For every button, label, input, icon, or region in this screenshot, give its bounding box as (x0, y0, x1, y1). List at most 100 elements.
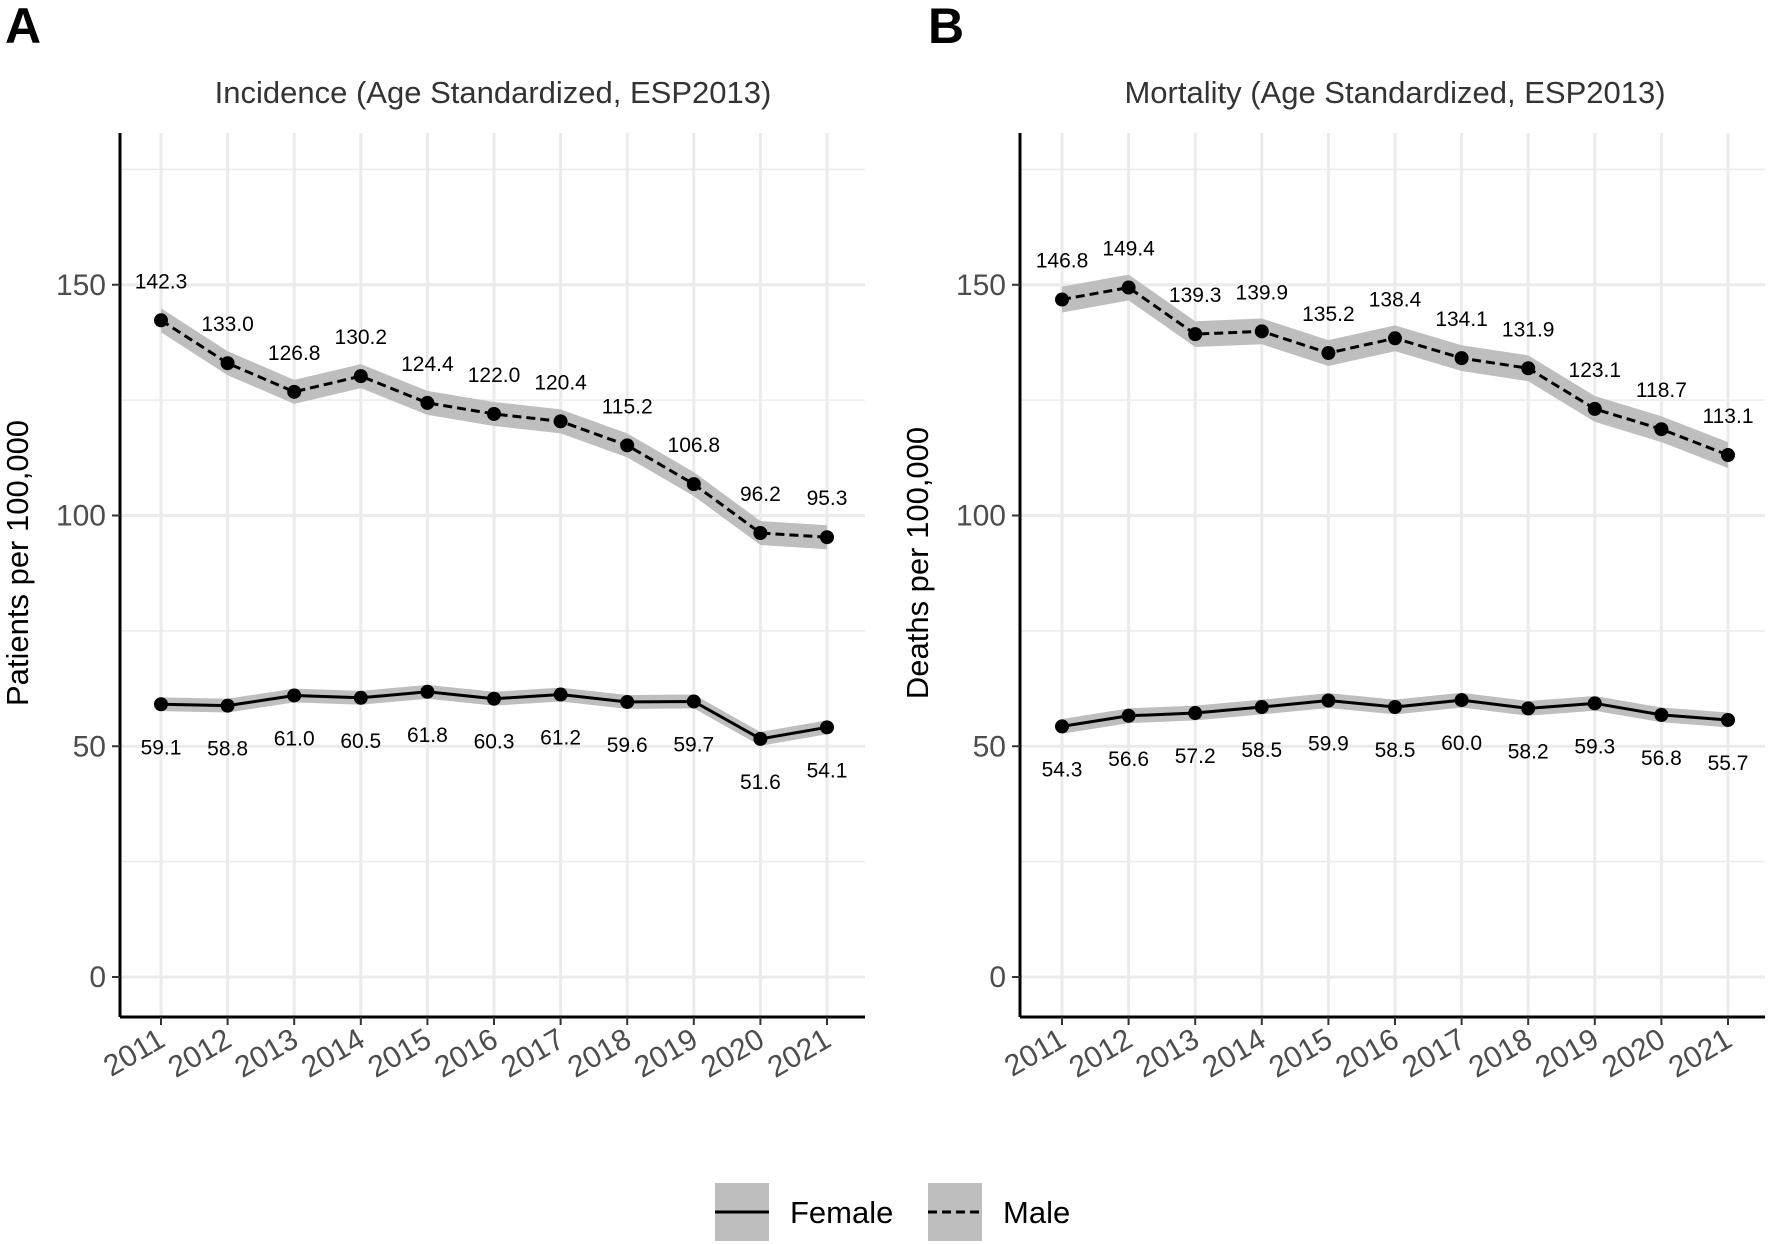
b-x-tick-label: 2018 (1463, 1022, 1537, 1084)
b-male-data-label: 134.1 (1435, 308, 1488, 331)
b-female-point-2011 (1055, 719, 1069, 734)
b-female-point-2016 (1388, 700, 1402, 715)
a-male-point-2017 (553, 414, 568, 429)
a-y-tick-label: 0 (89, 961, 106, 994)
a-male-point-2013 (287, 384, 302, 399)
a-x-tick-label: 2017 (496, 1022, 570, 1084)
b-x-tick-label: 2021 (1663, 1022, 1737, 1084)
b-female-data-label: 59.9 (1308, 733, 1349, 756)
a-male-point-2018 (620, 438, 635, 453)
panel-a-ylabel: Patients per 100,000 (0, 420, 35, 706)
b-female-data-label: 56.8 (1641, 747, 1682, 770)
b-y-tick-label: 50 (973, 730, 1006, 763)
b-male-data-label: 146.8 (1036, 250, 1089, 273)
a-male-point-2020 (753, 526, 768, 541)
a-male-point-2015 (420, 395, 435, 410)
a-male-data-label: 95.3 (807, 487, 848, 510)
b-female-point-2015 (1321, 693, 1336, 708)
a-female-data-label: 59.6 (607, 734, 648, 757)
b-male-point-2013 (1188, 327, 1203, 342)
a-male-point-2021 (820, 530, 834, 545)
a-female-data-label: 59.7 (673, 733, 714, 756)
b-x-tick-label: 2017 (1397, 1022, 1471, 1084)
b-x-tick-label: 2015 (1264, 1022, 1338, 1084)
b-female-data-label: 58.2 (1508, 740, 1549, 763)
legend: Female Male (715, 1183, 1070, 1241)
a-x-tick-label: 2018 (562, 1022, 636, 1084)
panel-a-plot: 59.1 58.8 61.0 60.5 61.8 60.3 61.2 59.6 59.7 51.6… (56, 133, 865, 1084)
a-female-point-2013 (287, 688, 302, 703)
a-male-point-2019 (686, 477, 701, 492)
a-female-data-label: 54.1 (807, 759, 848, 782)
a-female-point-2020 (753, 731, 768, 746)
b-female-data-label: 59.3 (1574, 735, 1615, 758)
b-male-data-label: 118.7 (1636, 379, 1687, 402)
a-male-data-label: 120.4 (534, 371, 587, 394)
b-female-data-label: 60.0 (1441, 732, 1482, 755)
a-female-point-2019 (686, 694, 701, 709)
b-x-tick-label: 2013 (1130, 1022, 1204, 1084)
a-male-data-label: 122.0 (468, 364, 521, 387)
b-male-point-2021 (1721, 448, 1735, 463)
b-female-point-2019 (1587, 696, 1602, 711)
a-female-point-2021 (820, 720, 834, 735)
b-male-point-2011 (1055, 292, 1069, 307)
a-male-data-label: 126.8 (268, 342, 321, 365)
b-male-point-2014 (1254, 324, 1269, 339)
b-male-data-label: 113.1 (1703, 405, 1754, 428)
a-female-point-2015 (420, 684, 435, 699)
b-male-point-2015 (1321, 346, 1336, 361)
panel-b-letter: B (928, 0, 964, 54)
b-female-point-2021 (1721, 712, 1735, 727)
b-male-data-label: 139.3 (1169, 284, 1222, 307)
b-female-point-2014 (1254, 700, 1269, 715)
panel-b-ylabel: Deaths per 100,000 (900, 427, 935, 699)
a-female-data-label: 51.6 (740, 771, 781, 794)
panel-a-letter: A (5, 0, 41, 54)
b-female-data-label: 55.7 (1708, 752, 1749, 775)
a-x-tick-label: 2020 (696, 1022, 770, 1084)
a-male-data-label: 124.4 (401, 353, 454, 376)
a-female-point-2012 (220, 698, 235, 713)
panel-b: B Mortality (Age Standardized, ESP2013) … (900, 0, 1765, 1084)
b-x-tick-label: 2014 (1197, 1022, 1271, 1084)
a-male-point-2016 (487, 406, 501, 421)
b-male-data-label: 135.2 (1302, 303, 1355, 326)
a-male-data-label: 96.2 (740, 483, 781, 506)
b-female-data-label: 54.3 (1042, 758, 1083, 781)
a-x-tick-label: 2011 (98, 1022, 170, 1083)
a-male-data-label: 133.0 (201, 313, 254, 336)
a-female-ci-ribbon (161, 684, 827, 746)
panel-b-plot: 54.3 56.6 57.2 58.5 59.9 58.5 60.0 58.2 59.3 56.8… (956, 133, 1765, 1084)
b-female-data-label: 58.5 (1241, 739, 1282, 762)
b-female-point-2012 (1121, 708, 1136, 723)
a-female-data-label: 61.8 (407, 724, 448, 747)
b-male-data-label: 123.1 (1569, 359, 1622, 382)
a-male-point-2014 (353, 369, 368, 384)
a-x-tick-label: 2013 (229, 1022, 303, 1084)
b-female-point-2013 (1188, 706, 1203, 721)
a-female-data-label: 60.5 (340, 730, 381, 753)
a-female-data-label: 61.0 (274, 727, 315, 750)
b-male-point-2016 (1388, 331, 1402, 346)
a-female-point-2014 (353, 690, 368, 705)
a-x-tick-label: 2021 (762, 1022, 836, 1084)
b-male-point-2018 (1521, 361, 1536, 376)
a-female-point-2018 (620, 694, 635, 709)
a-male-point-2012 (220, 356, 235, 371)
panel-a-title: Incidence (Age Standardized, ESP2013) (215, 75, 772, 110)
b-female-data-label: 58.5 (1375, 739, 1416, 762)
a-x-tick-label: 2019 (629, 1022, 703, 1084)
b-x-tick-label: 2019 (1530, 1022, 1604, 1084)
b-male-ci-ribbon (1062, 274, 1728, 468)
a-y-tick-label: 100 (56, 500, 106, 533)
a-female-point-2017 (553, 687, 568, 702)
b-x-tick-label: 2020 (1597, 1022, 1671, 1084)
a-male-data-label: 130.2 (335, 326, 388, 349)
a-x-tick-label: 2012 (163, 1022, 237, 1084)
a-x-tick-label: 2015 (363, 1022, 437, 1084)
b-x-tick-label: 2012 (1064, 1022, 1138, 1084)
b-female-data-label: 56.6 (1108, 748, 1149, 771)
b-male-data-label: 138.4 (1369, 288, 1422, 311)
b-y-tick-label: 100 (956, 500, 1006, 533)
